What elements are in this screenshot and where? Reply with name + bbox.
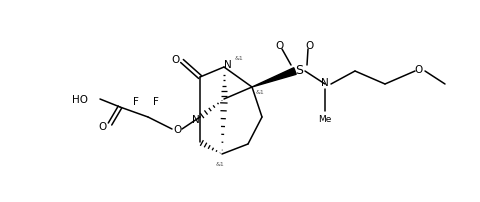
Text: O: O	[276, 41, 284, 51]
Text: &1: &1	[255, 90, 264, 95]
Polygon shape	[252, 68, 296, 87]
Text: O: O	[414, 65, 422, 75]
Text: O: O	[305, 41, 313, 51]
Text: F: F	[153, 97, 158, 106]
Text: &1: &1	[215, 162, 224, 167]
Text: N: N	[224, 60, 231, 70]
Text: F: F	[133, 97, 139, 106]
Text: HO: HO	[72, 95, 88, 104]
Text: S: S	[294, 63, 302, 76]
Text: N: N	[321, 78, 328, 87]
Text: &1: &1	[234, 55, 243, 60]
Text: N: N	[192, 115, 200, 124]
Text: O: O	[171, 55, 180, 65]
Text: Me: Me	[318, 115, 331, 124]
Text: O: O	[173, 124, 182, 134]
Text: O: O	[97, 121, 106, 131]
